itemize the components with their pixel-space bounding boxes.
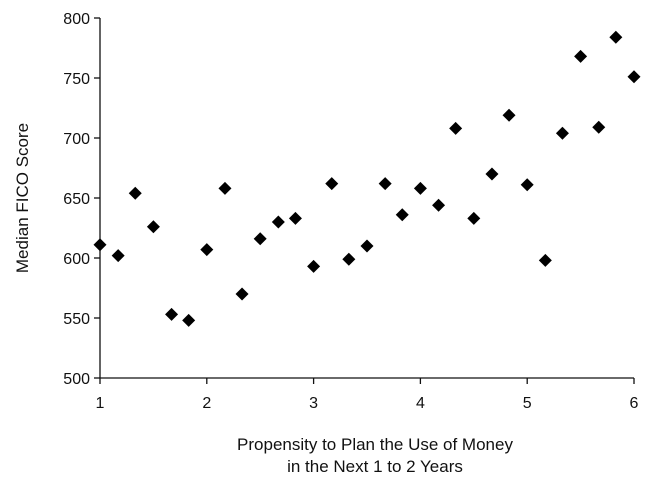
data-point-diamond — [288, 211, 302, 225]
x-axis-title-line-2: in the Next 1 to 2 Years — [287, 457, 463, 476]
data-point-diamond — [235, 287, 249, 301]
x-tick-label: 4 — [416, 395, 425, 412]
data-point-diamond — [111, 249, 125, 263]
data-point-diamond — [342, 252, 356, 266]
y-tick-label: 700 — [63, 131, 90, 148]
data-point-diamond — [128, 186, 142, 200]
y-tick-label: 600 — [63, 251, 90, 268]
data-point-diamond — [253, 232, 267, 246]
axes: 500 550 600 650 700 750 800 1 2 3 4 5 6 — [63, 11, 638, 412]
data-point-diamond — [378, 177, 392, 191]
x-tick-label: 2 — [202, 395, 211, 412]
data-point-diamond — [502, 108, 516, 122]
data-point-diamond — [485, 167, 499, 181]
x-axis-title-line-1: Propensity to Plan the Use of Money — [237, 435, 513, 454]
data-point-diamond — [449, 121, 463, 135]
data-point-diamond — [325, 177, 339, 191]
data-point-diamond — [609, 30, 623, 44]
y-axis-title: Median FICO Score — [13, 123, 32, 273]
y-tick-label: 500 — [63, 371, 90, 388]
data-point-diamond — [146, 220, 160, 234]
data-point-diamond — [467, 211, 481, 225]
x-tick-label: 3 — [309, 395, 318, 412]
data-points — [93, 30, 641, 327]
x-tick-label: 5 — [523, 395, 532, 412]
data-point-diamond — [360, 239, 374, 253]
data-point-diamond — [574, 49, 588, 63]
data-point-diamond — [538, 253, 552, 267]
data-point-diamond — [413, 181, 427, 195]
data-point-diamond — [165, 307, 179, 321]
data-point-diamond — [307, 259, 321, 273]
y-tick-label: 550 — [63, 311, 90, 328]
data-point-diamond — [555, 126, 569, 140]
data-point-diamond — [592, 120, 606, 134]
data-point-diamond — [395, 208, 409, 222]
y-tick-label: 800 — [63, 11, 90, 28]
data-point-diamond — [432, 198, 446, 212]
data-point-diamond — [200, 243, 214, 257]
y-axis-ticks: 500 550 600 650 700 750 800 — [63, 11, 100, 388]
data-point-diamond — [520, 178, 534, 192]
y-tick-label: 750 — [63, 71, 90, 88]
x-tick-label: 6 — [630, 395, 639, 412]
data-point-diamond — [218, 181, 232, 195]
data-point-diamond — [271, 215, 285, 229]
data-point-diamond — [627, 70, 641, 84]
x-axis-ticks: 1 2 3 4 5 6 — [96, 378, 639, 412]
data-point-diamond — [182, 313, 196, 327]
data-point-diamond — [93, 238, 107, 252]
y-tick-label: 650 — [63, 191, 90, 208]
x-tick-label: 1 — [96, 395, 105, 412]
